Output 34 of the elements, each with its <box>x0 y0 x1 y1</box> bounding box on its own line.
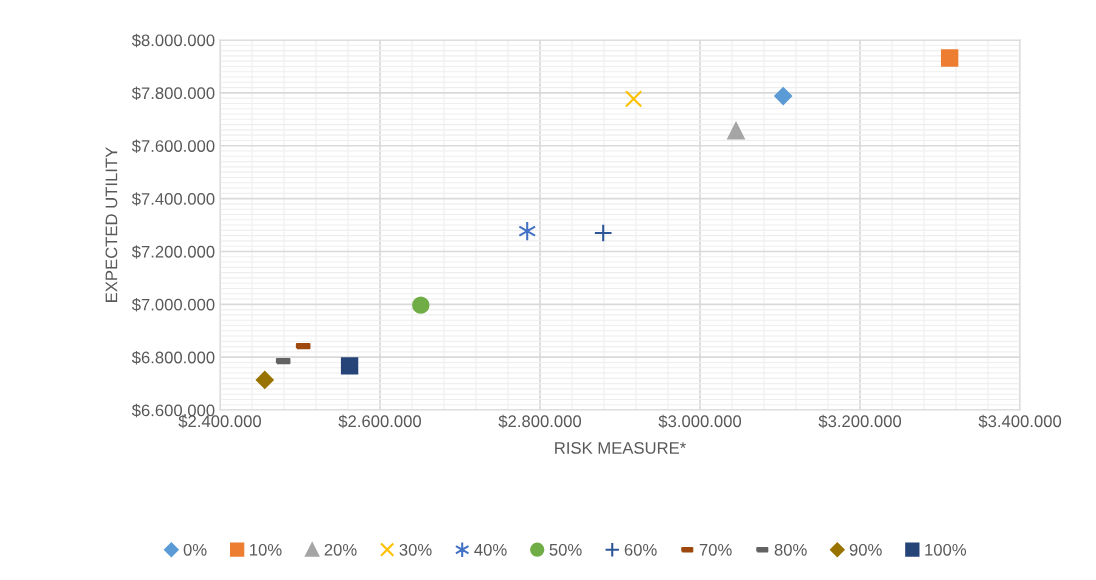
point <box>412 296 430 314</box>
point <box>624 90 643 108</box>
x-axis-title: RISK MEASURE* <box>555 442 686 454</box>
point <box>774 87 793 105</box>
point <box>727 122 745 140</box>
legend-label: 10% <box>250 543 282 556</box>
y-tick-label: $7.800.000 <box>131 86 215 101</box>
x-tick-label: $3.400.000 <box>978 414 1062 429</box>
point <box>940 49 959 67</box>
legend-label: 30% <box>399 543 432 556</box>
x-tick-label: $2.600.000 <box>338 414 422 429</box>
legend-label: 90% <box>849 543 882 556</box>
legend-label: 0% <box>183 543 207 556</box>
y-tick-label: $7.400.000 <box>131 192 215 206</box>
legend-label: 80% <box>774 543 807 556</box>
legend-label: 60% <box>624 543 657 556</box>
y-tick-label: $7.000.000 <box>131 298 215 312</box>
point <box>593 223 613 243</box>
x-tick-label: $2.800.000 <box>498 414 582 429</box>
legend-label: 100% <box>925 543 967 556</box>
y-tick-label: $6.800.000 <box>131 350 215 365</box>
legend-label: 40% <box>474 543 507 556</box>
y-axis-title: EXPECTED UTILITY <box>105 147 118 302</box>
y-tick-label: $7.600.000 <box>131 139 215 153</box>
legend-label: 50% <box>549 543 582 556</box>
point <box>255 371 274 389</box>
x-tick-label: $3.000.000 <box>658 414 742 429</box>
point <box>518 221 537 242</box>
y-tick-label: $7.200.000 <box>131 245 215 259</box>
legend-label: 70% <box>699 543 732 556</box>
legend-label: 20% <box>324 543 357 556</box>
x-tick-label: $3.200.000 <box>818 414 902 429</box>
y-tick-label: $8.000.000 <box>131 33 215 48</box>
point <box>340 357 359 375</box>
